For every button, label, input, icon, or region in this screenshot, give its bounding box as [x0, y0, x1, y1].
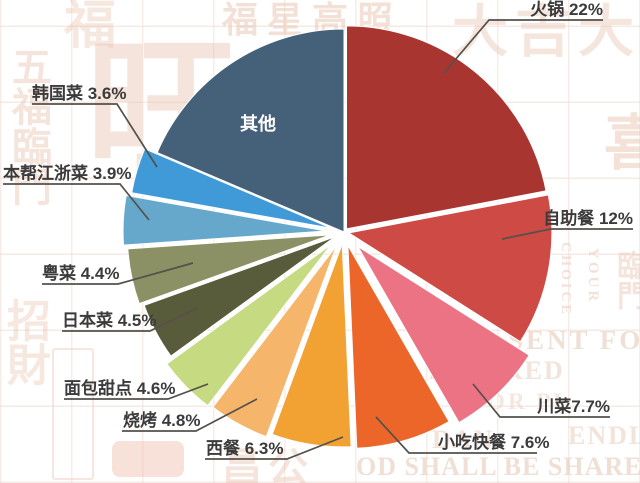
leader-line-mianbaotiandian	[64, 383, 209, 400]
leader-line-xiaochikuaican	[375, 416, 537, 454]
slice-label-xican: 西餐 6.3%	[206, 438, 283, 458]
slice-label-hanguocai: 韩国菜 3.6%	[32, 83, 126, 103]
pie-slice-yuecai	[127, 234, 331, 305]
pie-slice-ribencai	[143, 236, 336, 357]
pie-slice-benbangjiangzhecai	[122, 194, 327, 246]
pie-slice-xiaochikuaican	[347, 245, 450, 449]
leader-line-hanguocai	[32, 103, 158, 168]
pie-slice-zizhucan	[347, 194, 553, 343]
leader-line-benbangjiangzhecai	[3, 183, 150, 221]
leader-line-shaokao	[122, 398, 258, 432]
pie-slice-chuancai	[357, 245, 530, 424]
pie-slice-shaokao	[212, 245, 337, 438]
pie-slice-qita	[156, 28, 345, 233]
leader-line-huoguo	[443, 19, 603, 74]
slice-label-qita: 其他	[240, 113, 276, 134]
slice-label-yuecai: 粤菜 4.4%	[42, 263, 119, 283]
leader-line-ribencai	[62, 307, 198, 332]
slice-label-ribencai: 日本菜 4.5%	[62, 310, 156, 330]
pie-slice-huoguo	[346, 25, 547, 230]
slice-label-mianbaotiandian: 面包甜点 4.6%	[64, 378, 175, 398]
pie-slice-mianbaotiandian	[166, 244, 332, 407]
slice-label-zizhucan: 自助餐 12%	[543, 208, 633, 228]
pie-slice-xican	[271, 243, 352, 448]
slice-label-xiaochikuaican: 小吃快餐 7.6%	[438, 432, 549, 452]
slice-label-chuancai: 川菜7.7%	[536, 397, 610, 416]
leader-line-yuecai	[42, 262, 194, 285]
leader-line-chuancai	[472, 383, 610, 418]
slice-label-benbangjiangzhecai: 本帮江浙菜 3.9%	[3, 163, 131, 183]
slice-label-huoguo: 火锅 22%	[530, 0, 603, 19]
leader-line-zizhucan	[501, 228, 633, 240]
slice-label-shaokao: 烧烤 4.8%	[123, 410, 200, 430]
leader-line-xican	[205, 436, 344, 460]
